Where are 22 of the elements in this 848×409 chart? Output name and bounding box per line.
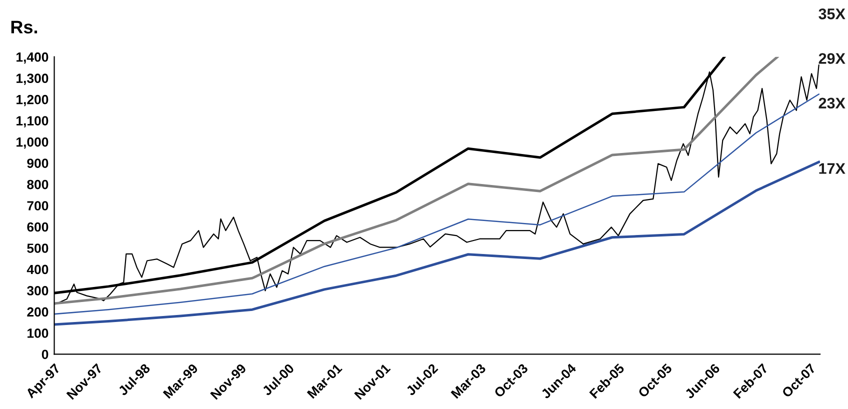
y-tick-label: 200 — [27, 307, 48, 317]
y-axis-title: Rs. — [11, 20, 38, 34]
y-tick-label: 300 — [27, 286, 48, 296]
y-tick-label: 1,400 — [16, 52, 48, 64]
y-tick-label: 800 — [27, 180, 48, 190]
y-tick-label: 100 — [28, 328, 48, 338]
text: 29X — [818, 53, 846, 64]
y-tick-label: 600 — [27, 222, 48, 232]
y-tick-label: 1,000 — [16, 137, 48, 149]
y-tick-label: 1,200 — [16, 94, 48, 106]
series-label: 17X — [819, 163, 846, 174]
series-label: 23X — [818, 98, 846, 109]
y-tick-label: 700 — [27, 201, 48, 210]
y-tick-label: 400 — [26, 264, 48, 274]
y-tick-label: 1,300 — [16, 74, 48, 85]
line-series — [54, 94, 820, 315]
y-tick-label: 900 — [27, 158, 48, 168]
line-series — [54, 160, 820, 326]
y-tick-label: 1,100 — [16, 116, 48, 128]
text: 35X — [818, 8, 846, 20]
y-tick-label: 0 — [42, 350, 48, 360]
y-tick-label: 500 — [27, 244, 48, 253]
